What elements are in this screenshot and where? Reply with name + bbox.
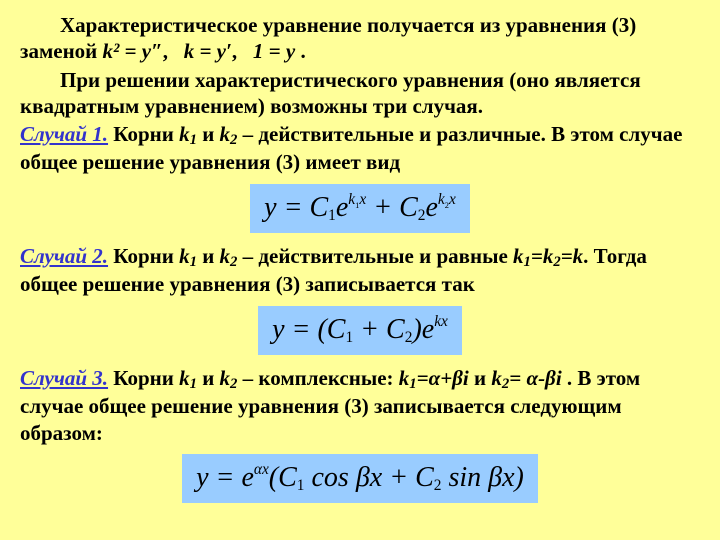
case-3-label: Случай 3. — [20, 366, 108, 390]
case-3-t2: – комплексные: — [237, 366, 398, 390]
k2c: k2 — [220, 366, 238, 390]
k1c: k1 — [179, 366, 197, 390]
intro-paragraph-2: При решении характеристического уравнени… — [20, 67, 700, 120]
k1b: k1 — [179, 244, 197, 268]
k-eq: k1=k2=k — [513, 244, 583, 268]
k2-complex: k2= α-βi — [491, 366, 561, 390]
formula-2: y = (C1 + C2)ekx — [258, 306, 462, 355]
formula-2-wrap: y = (C1 + C2)ekx — [20, 306, 700, 355]
case-3-t1: Корни — [108, 366, 179, 390]
case-1-and: и — [197, 122, 220, 146]
case-2-label: Случай 2. — [20, 244, 108, 268]
case-1-t1: Корни — [108, 122, 179, 146]
case-2-paragraph: Случай 2. Корни k1 и k2 – действительные… — [20, 243, 700, 298]
k2: k2 — [220, 122, 238, 146]
case-2-t2: – действительные и равные — [237, 244, 513, 268]
formula-1: y = C1ek1x + C2ek2x — [250, 184, 470, 233]
formula-3-wrap: y = eαx(C1 cos βx + C2 sin βx) — [20, 454, 700, 503]
k1: k1 — [179, 122, 197, 146]
case-1-paragraph: Случай 1. Корни k1 и k2 – действительные… — [20, 121, 700, 176]
case-2-t1: Корни — [108, 244, 179, 268]
case-3-paragraph: Случай 3. Корни k1 и k2 – комплексные: k… — [20, 365, 700, 446]
case-3-and: и — [197, 366, 220, 390]
case-1-label: Случай 1. — [20, 122, 108, 146]
case-2-and: и — [197, 244, 220, 268]
intro-paragraph-1: Характеристическое уравнение получается … — [20, 12, 700, 65]
k1-complex: k1=α+βi — [399, 366, 469, 390]
substitution-1: k² = y″ — [103, 39, 163, 63]
formula-1-wrap: y = C1ek1x + C2ek2x — [20, 184, 700, 233]
k2b: k2 — [220, 244, 238, 268]
case-3-and2: и — [469, 366, 492, 390]
substitution-3: 1 = y — [253, 39, 295, 63]
slide-content: Характеристическое уравнение получается … — [0, 0, 720, 523]
substitution-2: k = y′ — [184, 39, 232, 63]
formula-3: y = eαx(C1 cos βx + C2 sin βx) — [182, 454, 538, 503]
